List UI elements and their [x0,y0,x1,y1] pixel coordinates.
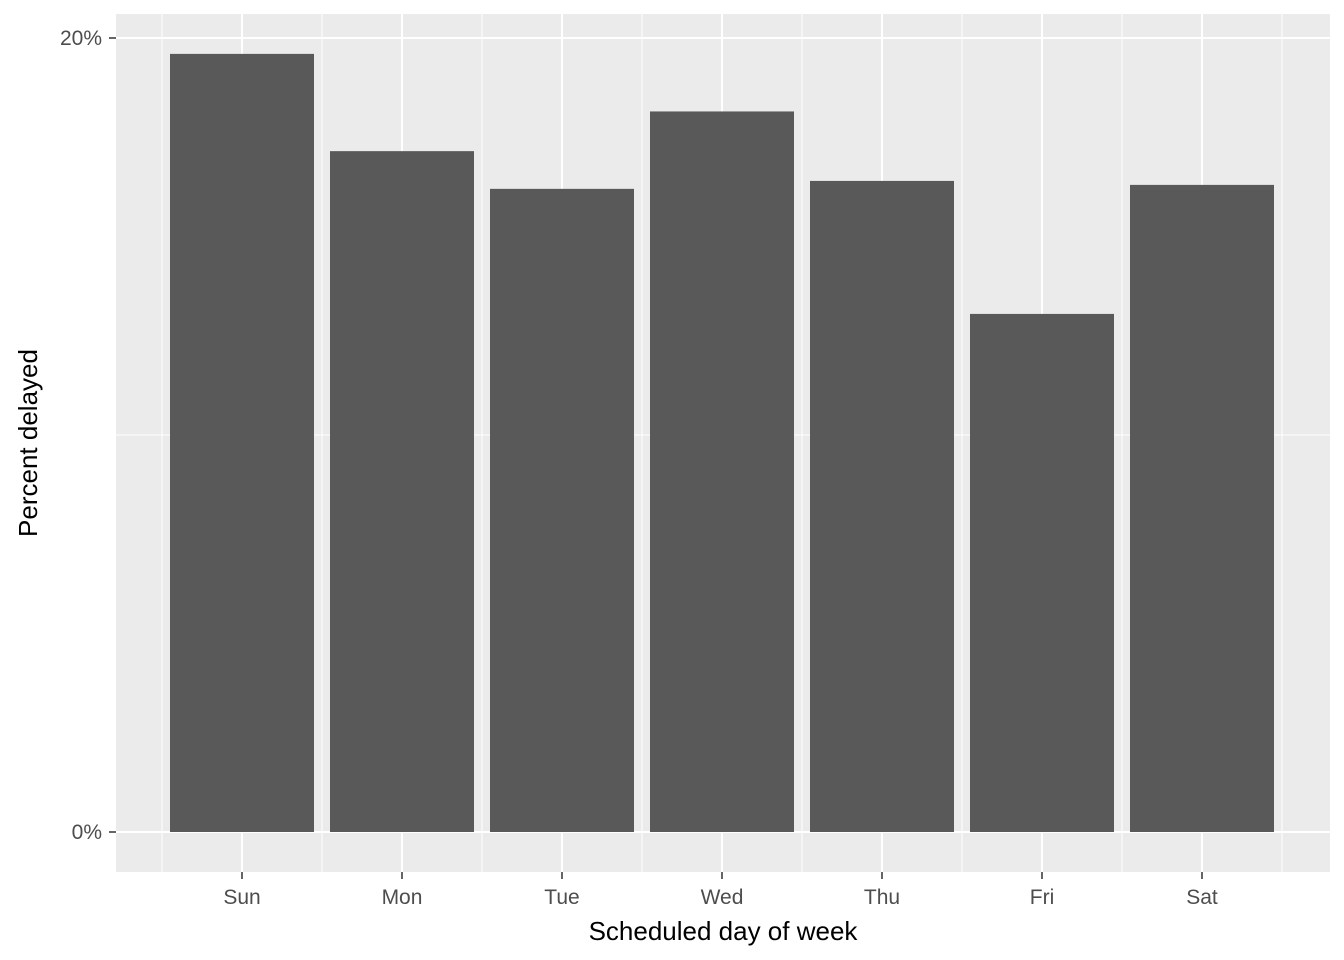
x-tick-label-thu: Thu [864,886,900,909]
x-axis-title: Scheduled day of week [589,916,859,946]
bar-wed [650,111,794,832]
y-tick-label: 20% [60,27,102,50]
x-tick-label-tue: Tue [544,886,579,909]
y-tick-label: 0% [72,821,102,844]
x-tick-label-sat: Sat [1186,886,1218,909]
bars [170,53,1274,833]
bar-fri [970,313,1114,832]
bar-thu [810,180,954,833]
y-axis-title: Percent delayed [13,349,43,537]
x-tick-label-mon: Mon [382,886,423,909]
bar-tue [490,188,634,833]
x-tick-label-fri: Fri [1030,886,1055,909]
bar-sun [170,53,314,832]
x-tick-label-wed: Wed [701,886,744,909]
x-axis: Sun Mon Tue Wed Thu Fri Sat [223,872,1218,909]
bar-mon [330,151,474,832]
bar-sat [1130,184,1274,832]
y-axis: 0% 20% [60,27,116,844]
x-tick-label-sun: Sun [223,886,260,909]
